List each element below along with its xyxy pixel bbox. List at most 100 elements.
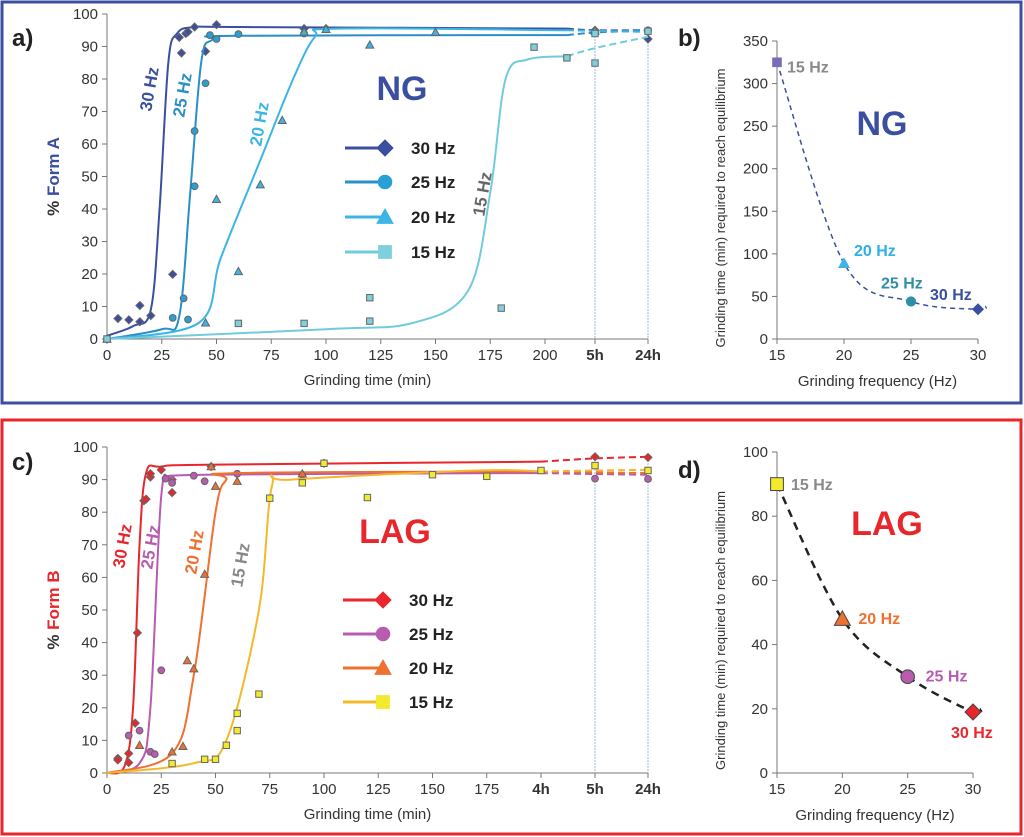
fit-curve-extension: [540, 472, 649, 476]
data-point: [298, 479, 307, 487]
data-point: [135, 317, 145, 327]
x-tick-label: 25: [903, 347, 920, 364]
y-axis-label-main: Form A: [44, 137, 63, 196]
fit-curve-20hz: [106, 27, 567, 340]
fit-curve-extension: [566, 35, 649, 58]
data-point: [644, 466, 652, 475]
legend-marker: [374, 591, 392, 609]
x-tick-label: 175: [478, 347, 503, 364]
y-tick-label: 0: [760, 765, 768, 782]
point-label: 15 Hz: [791, 477, 833, 494]
trend-line: [776, 62, 987, 311]
point-label: 20 Hz: [858, 611, 900, 628]
data-point: [833, 609, 852, 626]
data-point: [233, 726, 241, 735]
curve-annotation: 30 Hz: [109, 523, 135, 570]
y-tick-label: 50: [751, 288, 768, 305]
data-point: [233, 709, 241, 718]
y-axis-label: Grinding time (min) required to reach eq…: [713, 69, 728, 348]
data-point: [210, 481, 221, 490]
point-label: 15 Hz: [787, 59, 829, 76]
y-tick-label: 60: [81, 569, 98, 586]
data-point: [201, 79, 210, 88]
data-point: [366, 317, 374, 325]
data-point: [206, 31, 214, 40]
fit-curve-extension: [540, 468, 649, 473]
data-point: [364, 39, 375, 49]
x-tick-label: 5h: [586, 781, 604, 798]
x-axis-label: Grinding frequency (Hz): [795, 807, 954, 824]
y-tick-label: 70: [81, 104, 98, 121]
data-point: [212, 35, 221, 43]
data-point: [135, 726, 144, 735]
panel-label: b): [678, 25, 701, 52]
point-label: 20 Hz: [854, 243, 896, 260]
data-point: [300, 319, 308, 328]
data-point: [179, 294, 188, 303]
y-tick-label: 40: [81, 201, 98, 218]
fit-curve-30hz: [106, 460, 542, 775]
data-point: [363, 493, 372, 502]
data-point: [168, 313, 177, 322]
y-tick-label: 0: [90, 765, 98, 782]
data-point: [255, 179, 266, 189]
x-axis-label: Grinding time (min): [304, 806, 432, 823]
frame-lag: [0, 418, 1023, 836]
data-point: [189, 471, 198, 480]
x-tick-label: 15: [769, 781, 786, 798]
point-label: 25 Hz: [881, 276, 923, 293]
data-point: [132, 628, 143, 638]
panel-title: NG: [377, 70, 428, 108]
x-tick-label: 20: [836, 347, 853, 364]
y-tick-label: 100: [73, 6, 98, 23]
data-point: [428, 471, 437, 479]
data-point: [297, 468, 308, 478]
y-tick-label: 100: [743, 246, 768, 263]
fit-curve-extension: [540, 455, 649, 463]
data-point: [643, 34, 653, 44]
data-point: [168, 478, 177, 487]
data-point: [183, 27, 193, 37]
data-point: [964, 703, 982, 721]
fit-curve-15hz: [106, 55, 567, 340]
x-tick-label: 25: [153, 347, 170, 364]
data-point: [591, 474, 599, 483]
data-point: [234, 30, 243, 39]
data-point: [156, 465, 166, 475]
data-point: [838, 257, 850, 269]
data-point: [255, 690, 263, 698]
legend-label: 25 Hz: [409, 625, 453, 644]
data-point: [530, 43, 538, 51]
x-tick-label: 15: [769, 347, 786, 364]
data-point: [130, 718, 140, 728]
data-point: [266, 494, 274, 502]
y-tick-label: 10: [81, 299, 98, 316]
data-point: [161, 474, 170, 483]
data-point: [591, 29, 599, 38]
data-point: [233, 266, 244, 276]
y-tick-label: 0: [90, 331, 98, 348]
legend-label: 15 Hz: [409, 693, 453, 712]
y-tick-label: 90: [81, 472, 98, 489]
x-axis-label: Grinding frequency (Hz): [798, 373, 957, 390]
data-point: [123, 748, 134, 759]
fit-curve-15hz: [106, 469, 542, 774]
data-point: [234, 319, 243, 328]
data-point: [644, 475, 652, 483]
x-tick-label: 200: [532, 347, 557, 364]
y-tick-label: 80: [81, 504, 98, 521]
data-point: [141, 494, 151, 504]
data-point: [563, 54, 571, 62]
x-tick-label: 4h: [532, 781, 550, 798]
y-tick-label: 70: [81, 537, 98, 554]
y-tick-label: 80: [81, 71, 98, 88]
trend-line: [775, 483, 983, 716]
y-tick-label: 50: [81, 169, 98, 186]
legend-marker: [374, 658, 392, 675]
point-label: 25 Hz: [926, 669, 968, 686]
data-point: [113, 313, 123, 324]
data-point: [905, 296, 917, 307]
y-axis-label: % Form A: [44, 137, 63, 216]
data-point: [200, 317, 211, 327]
panel-label: d): [678, 457, 701, 484]
